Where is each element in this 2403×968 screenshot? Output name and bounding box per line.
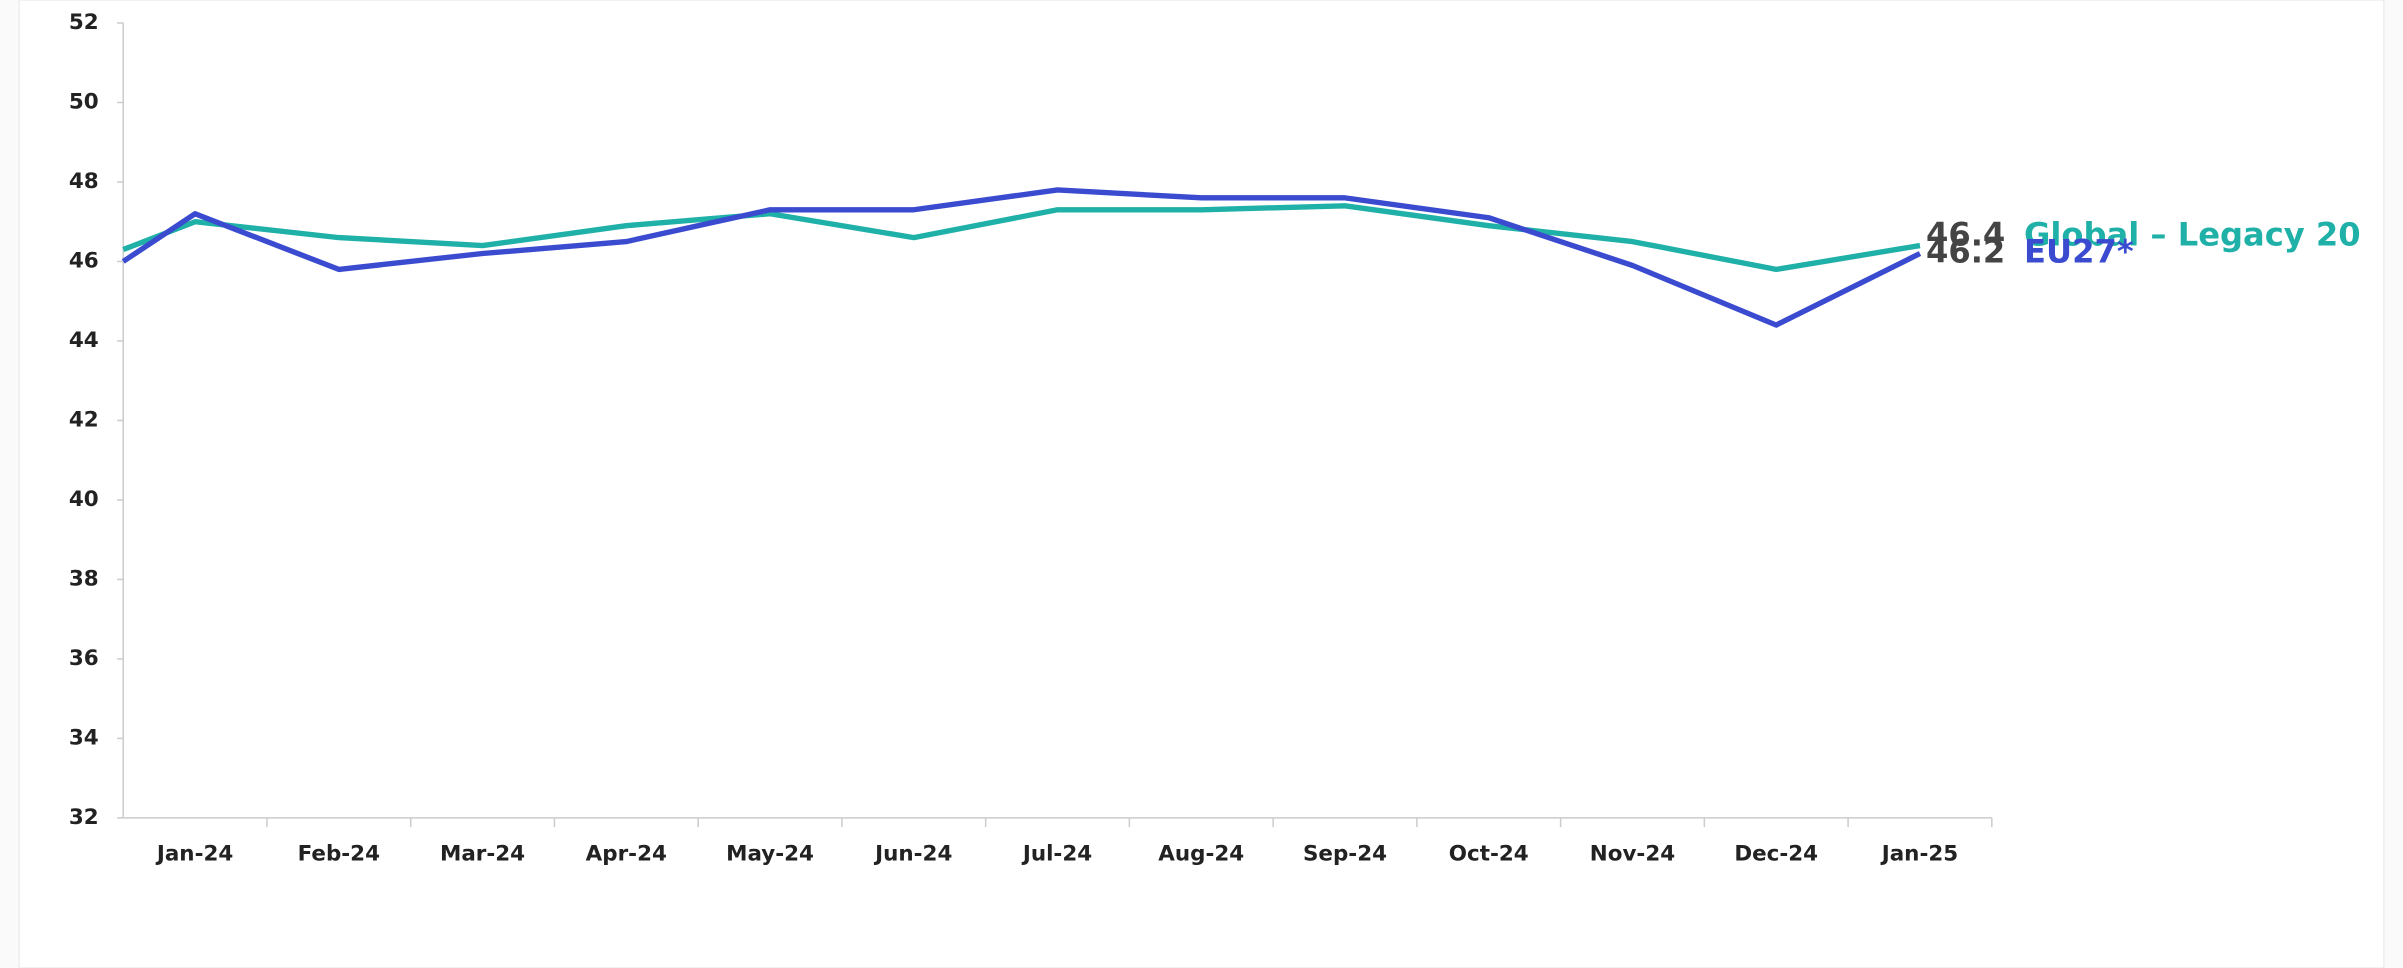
- x-tick-label: Jul-24: [1021, 842, 1092, 867]
- end-value-label: 46.4: [1926, 215, 2005, 253]
- y-tick-label: 48: [69, 169, 99, 194]
- y-tick-label: 46: [69, 248, 99, 273]
- series-line: [122, 203, 1921, 273]
- series-line: [121, 187, 1922, 328]
- x-tick-label: Oct-24: [1449, 842, 1529, 867]
- y-tick-label: 50: [69, 89, 99, 114]
- x-tick-label: Feb-24: [298, 842, 380, 867]
- x-tick-label: Dec-24: [1734, 842, 1818, 867]
- y-tick-label: 44: [69, 328, 99, 353]
- legend-label: Global – Legacy 20: [2024, 215, 2361, 253]
- x-tick-label: Nov-24: [1590, 842, 1675, 867]
- y-tick-label: 32: [69, 805, 99, 830]
- card: [18, 0, 2385, 968]
- x-tick-label: Aug-24: [1158, 842, 1244, 867]
- end-value-label: 46.2: [1926, 233, 2005, 271]
- y-tick-label: 34: [69, 725, 99, 750]
- y-tick-label: 38: [69, 566, 99, 591]
- y-tick-label: 42: [69, 407, 99, 432]
- legend-label: EU27*: [2024, 233, 2134, 271]
- x-tick-label: May-24: [726, 842, 814, 867]
- x-tick-label: Jan-24: [155, 842, 233, 867]
- x-tick-label: Jun-24: [873, 842, 952, 867]
- y-tick-label: 40: [69, 487, 99, 512]
- x-tick-label: Mar-24: [440, 842, 525, 867]
- x-tick-label: Sep-24: [1303, 842, 1387, 867]
- x-tick-label: Jan-25: [1880, 842, 1958, 867]
- x-tick-label: Apr-24: [586, 842, 667, 867]
- y-tick-label: 52: [69, 10, 99, 35]
- y-tick-label: 36: [69, 646, 99, 671]
